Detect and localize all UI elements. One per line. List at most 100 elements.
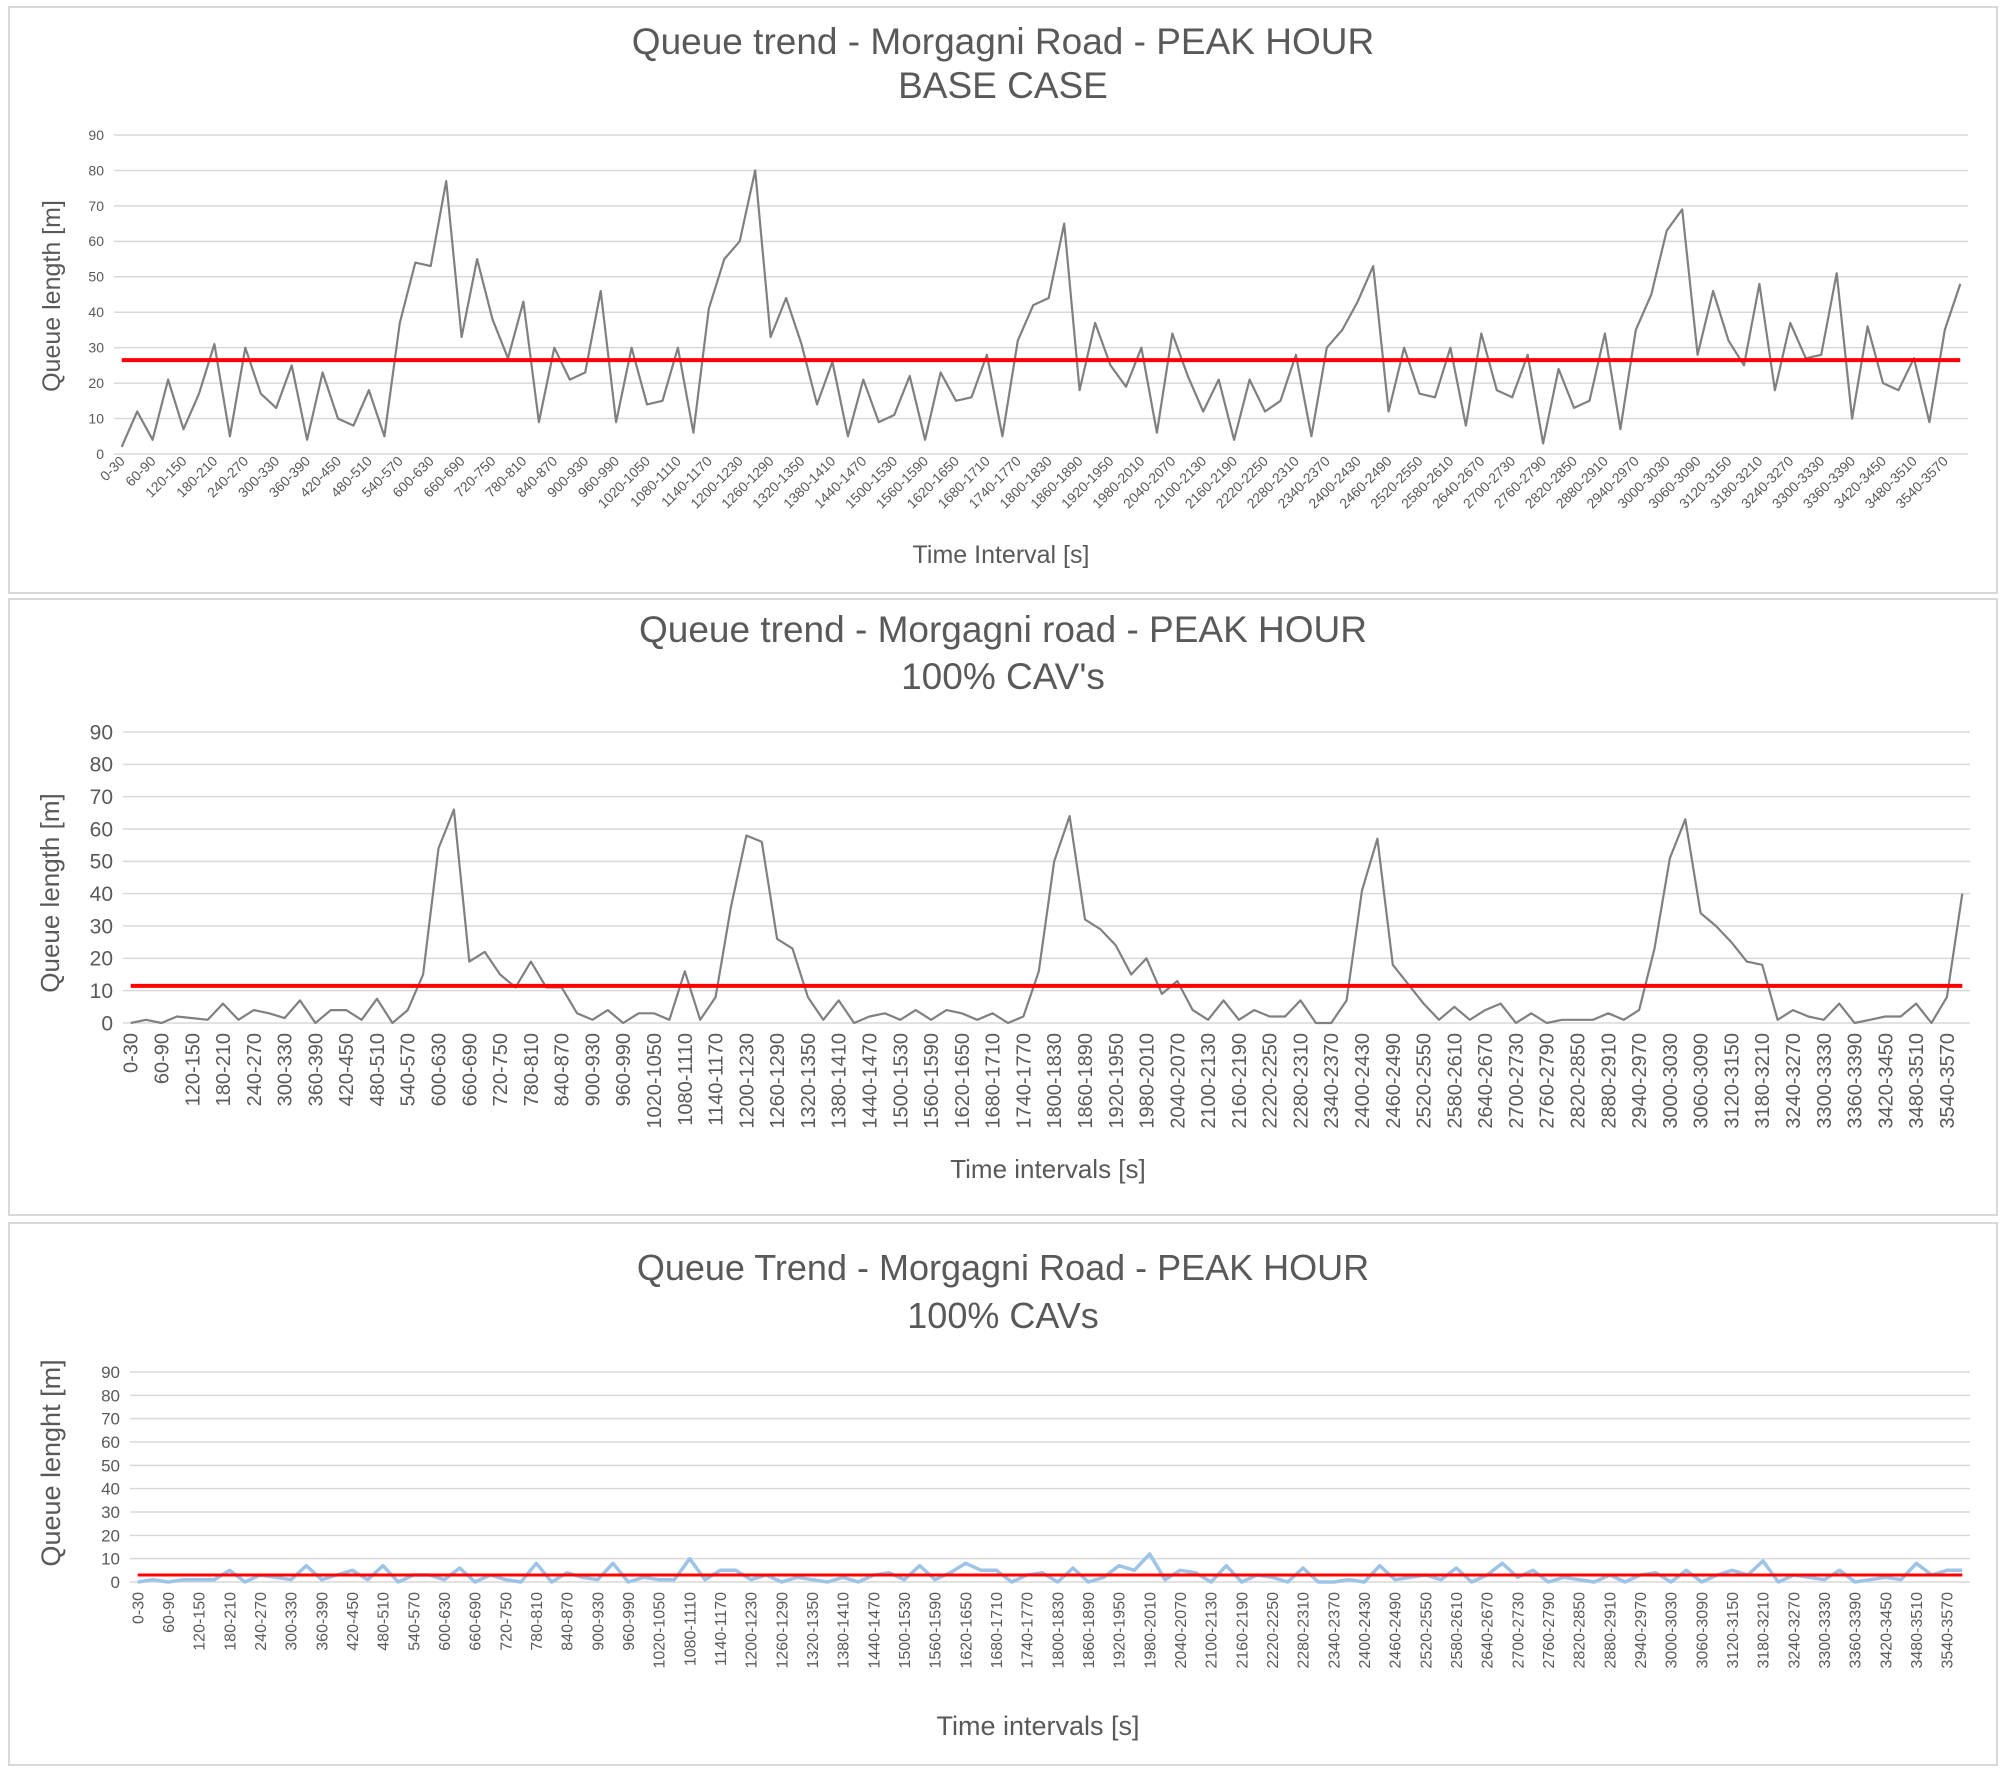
x-tick-label: 3360-3390: [1845, 1033, 1867, 1129]
queue-chart-base-case: Queue trend - Morgagni Road - PEAK HOUR …: [38, 21, 1968, 569]
x-axis-title: Time intervals [s]: [950, 1154, 1146, 1184]
x-tick-label: 1080-1110: [682, 1592, 699, 1666]
y-tick-label: 40: [90, 883, 113, 906]
x-tick-label: 3000-3030: [1660, 1033, 1682, 1129]
x-tick-label: 900-930: [582, 1033, 604, 1106]
queue-series-line: [130, 808, 1964, 1025]
x-tick-label: 960-990: [613, 1033, 635, 1106]
x-tick-label: 3300-3330: [1814, 1033, 1836, 1129]
x-tick-label: 660-690: [468, 1592, 485, 1651]
y-axis-title: Queue lenght [m]: [36, 1359, 66, 1566]
x-tick-label: 1500-1530: [897, 1592, 914, 1669]
x-tick-label: 1020-1050: [652, 1592, 669, 1669]
x-tick-label: 1200-1230: [744, 1592, 761, 1669]
x-tick-label: 0-30: [130, 1592, 147, 1624]
x-tick-label: 900-930: [590, 1592, 607, 1651]
x-tick-label: 1260-1290: [767, 1033, 789, 1129]
x-tick-label: 3120-3150: [1725, 1592, 1742, 1669]
y-tick-label: 20: [88, 375, 104, 391]
x-tick-label: 600-630: [429, 1033, 451, 1106]
x-tick-label: 3420-3450: [1878, 1592, 1895, 1669]
x-tick-label: 2280-2310: [1290, 1033, 1312, 1129]
x-tick-label: 780-810: [529, 1592, 546, 1651]
y-tick-label: 90: [101, 1363, 120, 1382]
chart-title-line-2: BASE CASE: [898, 65, 1108, 106]
y-tick-label: 50: [90, 851, 113, 874]
x-tick-label: 2460-2490: [1388, 1592, 1405, 1669]
y-tick-label: 60: [88, 233, 104, 249]
x-tick-label: 2160-2190: [1229, 1033, 1251, 1129]
x-tick-label: 2580-2610: [1444, 1033, 1466, 1129]
x-tick-label: 1500-1530: [890, 1033, 912, 1129]
chart-panel-base-case: Queue trend - Morgagni Road - PEAK HOUR …: [8, 6, 1998, 594]
x-tick-label: 420-450: [336, 1033, 358, 1106]
x-tick-label: 2100-2130: [1204, 1592, 1221, 1669]
x-tick-label: 2940-2970: [1633, 1592, 1650, 1669]
x-tick-label: 1740-1770: [1020, 1592, 1037, 1669]
chart-title-line-1: Queue trend - Morgagni Road - PEAK HOUR: [632, 21, 1374, 62]
y-tick-label: 70: [88, 198, 104, 214]
x-tick-label: 1320-1350: [798, 1033, 820, 1129]
x-tick-label: 2760-2790: [1541, 1592, 1558, 1669]
x-tick-label: 540-570: [406, 1592, 423, 1651]
x-tick-label: 420-450: [345, 1592, 362, 1651]
x-tick-label: 1860-1890: [1081, 1592, 1098, 1669]
x-tick-label: 1380-1410: [836, 1592, 853, 1669]
x-tick-label: 1320-1350: [805, 1592, 822, 1669]
x-tick-label: 360-390: [314, 1592, 331, 1651]
x-tick-label: 1980-2010: [1142, 1592, 1159, 1669]
chart-title-line-1: Queue trend - Morgagni road - PEAK HOUR: [639, 609, 1367, 650]
x-tick-label: 3360-3390: [1848, 1592, 1865, 1669]
queue-series-line: [120, 169, 1962, 448]
x-tick-label: 480-510: [376, 1592, 393, 1651]
x-tick-label: 2520-2550: [1414, 1033, 1436, 1129]
x-tick-label: 2760-2790: [1537, 1033, 1559, 1129]
y-tick-label: 60: [90, 818, 113, 841]
y-tick-label: 0: [101, 1012, 113, 1035]
y-axis-title: Queue length [m]: [35, 793, 65, 992]
x-tick-label: 0-30: [121, 1033, 143, 1073]
x-tick-label: 2340-2370: [1326, 1592, 1343, 1669]
x-tick-label: 3240-3270: [1783, 1033, 1805, 1129]
x-tick-label: 1980-2010: [1137, 1033, 1159, 1129]
x-tick-label: 1680-1710: [989, 1592, 1006, 1669]
x-tick-label: 2580-2610: [1449, 1592, 1466, 1669]
x-tick-label: 3060-3090: [1691, 1033, 1713, 1129]
x-tick-label: 1560-1590: [921, 1033, 943, 1129]
y-tick-label: 50: [101, 1456, 120, 1475]
y-tick-label: 50: [88, 269, 104, 285]
x-tick-label: 2340-2370: [1321, 1033, 1343, 1129]
chart-panel-100-cavs-a: Queue trend - Morgagni road - PEAK HOUR …: [8, 598, 1998, 1216]
x-tick-label: 1920-1950: [1106, 1033, 1128, 1129]
x-tick-label: 2040-2070: [1173, 1592, 1190, 1669]
x-tick-label: 3180-3210: [1752, 1033, 1774, 1129]
y-tick-label: 30: [101, 1503, 120, 1522]
x-tick-label: 300-330: [275, 1033, 297, 1106]
x-tick-label: 840-870: [560, 1592, 577, 1651]
y-tick-label: 10: [88, 410, 104, 426]
x-tick-label: 2820-2850: [1572, 1592, 1589, 1669]
y-tick-label: 10: [101, 1550, 120, 1569]
x-tick-label: 1620-1650: [958, 1592, 975, 1669]
x-tick-label: 1680-1710: [983, 1033, 1005, 1129]
x-tick-label: 3540-3570: [1937, 1033, 1959, 1129]
x-tick-label: 3540-3570: [1940, 1592, 1957, 1669]
y-tick-label: 70: [90, 786, 113, 809]
y-axis-title: Queue length [m]: [38, 200, 66, 392]
x-tick-label: 1560-1590: [928, 1592, 945, 1669]
x-tick-label: 540-570: [398, 1033, 420, 1106]
x-tick-label: 1860-1890: [1075, 1033, 1097, 1129]
x-tick-label: 720-750: [498, 1592, 515, 1651]
x-tick-label: 3480-3510: [1909, 1592, 1926, 1669]
x-tick-label: 2460-2490: [1383, 1033, 1405, 1129]
x-tick-label: 720-750: [490, 1033, 512, 1106]
x-tick-label: 2940-2970: [1629, 1033, 1651, 1129]
x-tick-label: 2040-2070: [1167, 1033, 1189, 1129]
x-tick-label: 1620-1650: [952, 1033, 974, 1129]
y-tick-label: 80: [90, 754, 113, 777]
x-tick-label: 2700-2730: [1510, 1592, 1527, 1669]
y-tick-label: 0: [111, 1573, 120, 1592]
x-tick-label: 240-270: [244, 1033, 266, 1106]
y-tick-label: 90: [90, 721, 113, 744]
y-tick-label: 60: [101, 1433, 120, 1452]
